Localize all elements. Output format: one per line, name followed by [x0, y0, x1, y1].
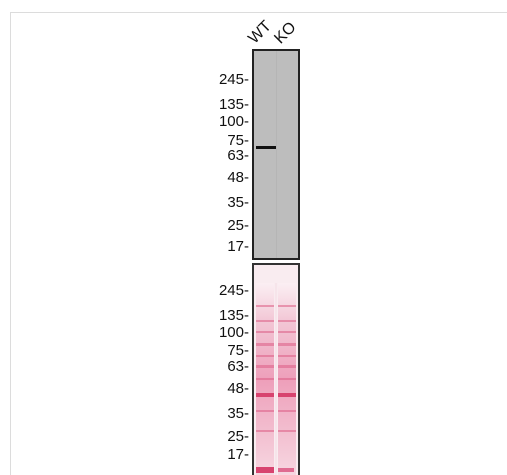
- mw-marker: 35-: [227, 405, 249, 422]
- mw-marker: 48-: [227, 169, 249, 186]
- ponceau-stain-panel: [252, 263, 300, 475]
- mw-marker: 135-: [218, 307, 249, 324]
- mw-marker: 17-: [227, 446, 249, 463]
- mw-marker: 100-: [218, 113, 249, 130]
- lane-divider: [276, 51, 277, 258]
- mw-marker: 75-: [227, 342, 249, 359]
- mw-marker: 48-: [227, 380, 249, 397]
- mw-marker: 100-: [218, 324, 249, 341]
- figure-frame: [10, 12, 507, 475]
- mw-marker: 75-: [227, 132, 249, 149]
- mw-marker: 35-: [227, 194, 249, 211]
- mw-marker: 25-: [227, 217, 249, 234]
- mw-marker: 245-: [218, 71, 249, 88]
- mw-marker: 245-: [218, 282, 249, 299]
- mw-marker: 25-: [227, 428, 249, 445]
- protein-band: [256, 146, 276, 149]
- western-blot-panel: [252, 49, 300, 260]
- stain-lanes: [254, 265, 298, 475]
- mw-marker: 63-: [227, 358, 249, 375]
- mw-marker: 135-: [218, 96, 249, 113]
- mw-marker: 17-: [227, 238, 249, 255]
- mw-marker: 63-: [227, 147, 249, 164]
